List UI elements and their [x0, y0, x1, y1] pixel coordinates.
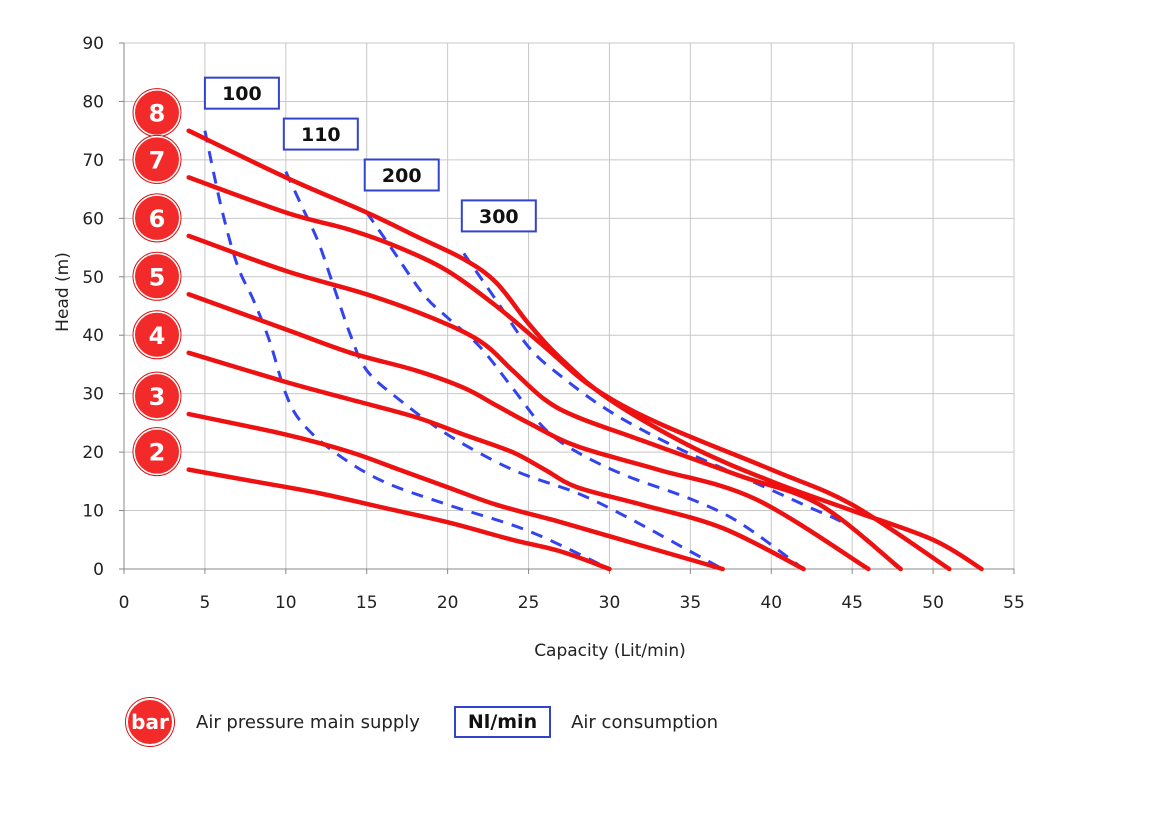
pressure-badge-ring-4: [132, 310, 182, 360]
y-tick-label-90: 90: [82, 34, 104, 54]
consumption-box-label-300: 300: [479, 206, 519, 228]
pressure-curve-7: [186, 175, 952, 572]
consumption-curve-100: [203, 130, 611, 571]
pressure-badge-label-4: 4: [149, 322, 166, 350]
pressure-badge-5: [133, 252, 181, 301]
consumption-box-200: [363, 158, 440, 192]
legend-pressure-label: Air pressure main supply: [196, 711, 420, 733]
pressure-badge-ring-2: [132, 427, 182, 477]
consumption-curve-110: [284, 170, 724, 571]
x-tick-label-55: 55: [1003, 593, 1025, 613]
y-tick-labels: 0 10 20 30 40 50 60 70 80 90: [82, 34, 104, 580]
x-tick-label-25: 25: [518, 593, 540, 613]
pressure-curve-8: [186, 128, 984, 572]
consumption-box-110: [282, 117, 359, 151]
consumption-box-300: [460, 199, 537, 233]
y-tick-label-80: 80: [82, 92, 104, 112]
pressure-curves: [186, 128, 984, 572]
axes: [119, 42, 1015, 574]
consumption-box-label-200: 200: [382, 165, 422, 187]
pressure-badges: 8 7 6 5 4 3 2: [132, 88, 182, 477]
pressure-curve-2: [186, 467, 612, 572]
pressure-badge-label-7: 7: [149, 146, 166, 174]
x-tick-label-15: 15: [356, 593, 378, 613]
x-tick-label-30: 30: [599, 593, 621, 613]
y-tick-label-70: 70: [82, 151, 104, 171]
pressure-badge-label-5: 5: [149, 263, 166, 291]
x-tick-label-50: 50: [922, 593, 944, 613]
x-tick-label-35: 35: [680, 593, 702, 613]
y-tick-label-0: 0: [93, 560, 104, 580]
x-tick-label-10: 10: [275, 593, 297, 613]
pressure-badge-7: [133, 135, 181, 184]
y-tick-label-20: 20: [82, 443, 104, 463]
x-axis-title: Capacity (Lit/min): [534, 641, 686, 661]
x-tick-label-20: 20: [437, 593, 459, 613]
pressure-badge-ring-6: [132, 193, 182, 243]
pressure-badge-label-2: 2: [149, 439, 166, 467]
consumption-box-label-110: 110: [301, 124, 341, 146]
consumption-box-100: [203, 76, 280, 110]
pressure-badge-6: [133, 193, 181, 242]
consumption-curve-300: [462, 252, 902, 571]
y-tick-label-10: 10: [82, 502, 104, 522]
pressure-badge-4: [133, 310, 181, 359]
pressure-badge-label-6: 6: [149, 205, 166, 233]
consumption-box-label-100: 100: [222, 83, 262, 105]
pressure-badge-label-3: 3: [149, 383, 166, 411]
legend: bar Air pressure main supply Nl/min Air …: [126, 698, 719, 746]
legend-consumption-label: Air consumption: [571, 711, 719, 733]
y-tick-label-60: 60: [82, 209, 104, 229]
head-capacity-chart: 0 5 10 15 20 25 30 35 40 45 50 55 01020304050607080…: [53, 34, 1025, 661]
air-consumption-curves: [203, 130, 902, 571]
consumption-curve-200: [365, 211, 805, 571]
y-tick-label-40: 40: [82, 326, 104, 346]
consumption-boxes: 100 110 200 300: [203, 76, 537, 233]
pressure-curve-5: [186, 292, 871, 572]
legend-pressure-badge: bar: [126, 698, 174, 746]
x-tick-labels: 0 5 10 15 20 25 30 35 40 45 50 55: [119, 593, 1025, 613]
x-tick-label-45: 45: [841, 593, 863, 613]
pressure-curve-3: [186, 411, 725, 572]
legend-consumption-box: Nl/min: [453, 706, 552, 738]
y-axis-title: Head (m): [53, 252, 73, 332]
pressure-badge-label-8: 8: [149, 100, 166, 128]
pressure-badge-3: [133, 372, 181, 421]
pressure-badge-ring-5: [132, 251, 182, 301]
pressure-badge-ring-3: [132, 371, 182, 421]
pressure-curve-4: [186, 350, 806, 572]
x-tick-label-0: 0: [119, 593, 130, 613]
y-tick-label-30: 30: [82, 385, 104, 405]
pressure-curve-6: [186, 233, 903, 572]
x-tick-label-5: 5: [199, 593, 210, 613]
x-tick-label-40: 40: [760, 593, 782, 613]
pressure-badge-2: [133, 427, 181, 476]
pressure-badge-ring-7: [132, 134, 182, 184]
y-tick-label-50: 50: [82, 268, 104, 288]
